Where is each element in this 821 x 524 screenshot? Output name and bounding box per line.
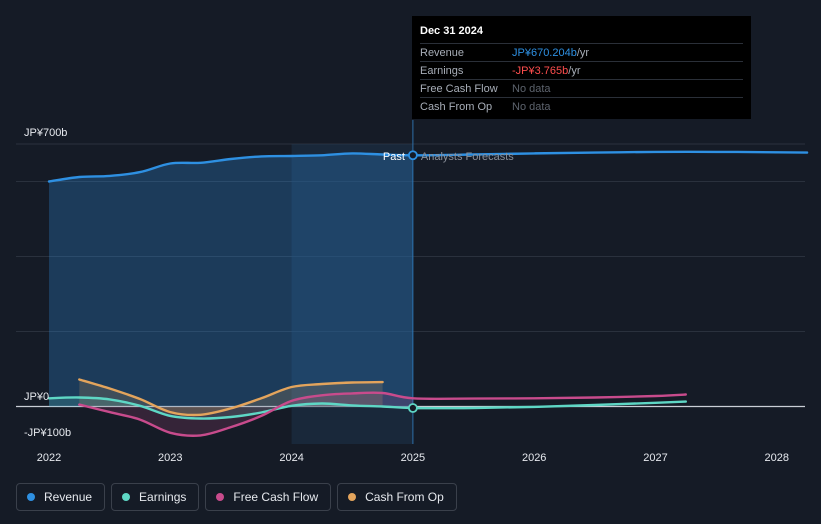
tooltip-label: Cash From Op bbox=[420, 100, 493, 113]
area-revenue bbox=[49, 153, 413, 407]
past-label: Past bbox=[383, 151, 405, 163]
tooltip-value: No data bbox=[512, 100, 551, 113]
line-free-cash-flow bbox=[78, 391, 687, 437]
tooltip-row-free-cash-flow: Free Cash Flow No data bbox=[420, 79, 743, 97]
legend-dot-icon bbox=[216, 493, 225, 501]
x-tick-label: 2026 bbox=[522, 452, 546, 464]
tooltip-value: -JP¥3.765b bbox=[512, 64, 569, 77]
tooltip-unit: /yr bbox=[576, 46, 590, 59]
tooltip-unit: /yr bbox=[568, 64, 581, 77]
x-tick-label: 2023 bbox=[158, 452, 182, 464]
tooltip: Dec 31 2024 Revenue JP¥670.204b /yr Earn… bbox=[412, 16, 751, 119]
x-tick-label: 2025 bbox=[401, 452, 425, 464]
legend-label: Free Cash Flow bbox=[233, 490, 319, 504]
axis-labels: Past Analysts Forecasts JP¥700b JP¥0 -JP¥100… bbox=[24, 127, 789, 464]
tooltip-date: Dec 31 2024 bbox=[420, 25, 483, 37]
series-lines bbox=[47, 150, 809, 437]
revenue-marker bbox=[407, 150, 418, 161]
legend-label: Cash From Op bbox=[365, 490, 444, 504]
legend-item-free-cash-flow[interactable]: Free Cash Flow bbox=[205, 483, 332, 511]
chart-area: Past Analysts Forecasts JP¥700b JP¥0 -JP¥100… bbox=[16, 120, 809, 464]
line-revenue bbox=[47, 150, 809, 183]
x-tick-label: 2022 bbox=[37, 452, 61, 464]
tooltip-label: Earnings bbox=[420, 64, 464, 77]
tooltip-row-earnings: Earnings -JP¥3.765b /yr bbox=[420, 61, 743, 79]
divider-markers bbox=[407, 150, 418, 413]
x-tick-label: 2024 bbox=[279, 452, 303, 464]
tooltip-label: Revenue bbox=[420, 46, 465, 59]
forecast-label: Analysts Forecasts bbox=[421, 151, 514, 163]
earnings-marker bbox=[407, 403, 418, 413]
tooltip-label: Free Cash Flow bbox=[420, 82, 498, 95]
chart-legend: Revenue Earnings Free Cash Flow Cash Fro… bbox=[16, 483, 457, 513]
legend-item-revenue[interactable]: Revenue bbox=[16, 483, 106, 511]
y-tick-label: -JP¥100b bbox=[24, 427, 71, 439]
legend-item-earnings[interactable]: Earnings bbox=[111, 483, 200, 511]
tooltip-row-revenue: Revenue JP¥670.204b /yr bbox=[420, 43, 743, 61]
y-tick-label: JP¥0 bbox=[24, 391, 49, 403]
tooltip-value: No data bbox=[512, 82, 551, 95]
legend-label: Revenue bbox=[44, 490, 93, 504]
y-tick-label: JP¥700b bbox=[24, 127, 67, 139]
tooltip-row-cash-from-op: Cash From Op No data bbox=[420, 97, 743, 115]
legend-label: Earnings bbox=[139, 490, 187, 504]
legend-item-cash-from-op[interactable]: Cash From Op bbox=[337, 483, 457, 511]
legend-dot-icon bbox=[27, 493, 35, 501]
line-cash-from-op bbox=[78, 378, 384, 417]
x-tick-label: 2027 bbox=[643, 452, 667, 464]
legend-dot-icon bbox=[348, 493, 357, 501]
tooltip-value: JP¥670.204b bbox=[512, 46, 577, 59]
legend-dot-icon bbox=[122, 493, 131, 501]
line-earnings bbox=[47, 396, 687, 420]
x-tick-label: 2028 bbox=[765, 452, 789, 464]
